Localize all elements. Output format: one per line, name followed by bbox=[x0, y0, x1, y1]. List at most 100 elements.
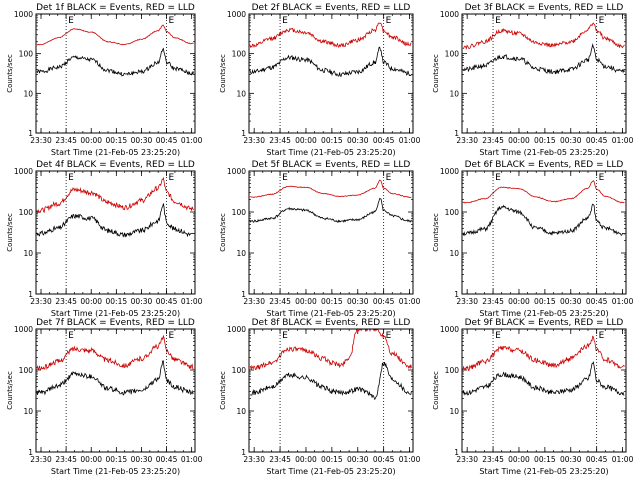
x-tick-label: 23:45 bbox=[55, 297, 77, 306]
x-tick-label: 00:30 bbox=[560, 297, 582, 306]
chart-panel-2: Det 2f BLACK = Events, RED = LLD Counts/s… bbox=[219, 3, 421, 157]
y-tick-label: 1 bbox=[28, 448, 33, 457]
chart-title: Det 9f BLACK = Events, RED = LLD bbox=[465, 318, 624, 328]
chart-title: Det 7f BLACK = Events, RED = LLD bbox=[36, 318, 195, 328]
y-tick-label: 1 bbox=[28, 129, 33, 138]
plot-frame bbox=[461, 13, 627, 134]
x-tick-label: 00:00 bbox=[80, 297, 102, 306]
lld-series-line bbox=[249, 179, 412, 199]
y-tick-label: 100 bbox=[19, 366, 34, 375]
x-tick-label: 23:30 bbox=[243, 455, 265, 464]
chart-title: Det 6f BLACK = Events, RED = LLD bbox=[465, 160, 624, 170]
x-tick-label: 00:45 bbox=[586, 297, 608, 306]
plot-frame bbox=[248, 170, 414, 295]
event-marker-label: E bbox=[169, 16, 175, 26]
y-tick-label: 1000 bbox=[227, 325, 246, 334]
x-axis-label: Start Time (21-Feb-05 23:25:20) bbox=[266, 467, 395, 476]
x-tick-label: 00:45 bbox=[156, 136, 178, 145]
x-axis-label: Start Time (21-Feb-05 23:25:20) bbox=[51, 467, 180, 476]
event-marker-label: E bbox=[68, 16, 74, 26]
chart-panel-5: Det 5f BLACK = Events, RED = LLD Counts/s… bbox=[219, 160, 421, 318]
event-marker-label: E bbox=[599, 173, 605, 183]
events-series-line bbox=[36, 47, 194, 77]
x-tick-label: 23:30 bbox=[30, 455, 52, 464]
y-tick-label: 10 bbox=[236, 407, 246, 416]
x-axis-label: Start Time (21-Feb-05 23:25:20) bbox=[51, 148, 180, 157]
plot-frame bbox=[461, 328, 627, 453]
x-tick-label: 23:30 bbox=[243, 136, 265, 145]
x-tick-label: 01:00 bbox=[612, 297, 634, 306]
x-tick-label: 23:30 bbox=[456, 297, 478, 306]
chart-panel-9: Det 9f BLACK = Events, RED = LLD Counts/s… bbox=[432, 318, 634, 476]
x-tick-label: 00:15 bbox=[534, 455, 556, 464]
plot-frame bbox=[461, 170, 627, 295]
x-tick-label: 00:45 bbox=[373, 136, 395, 145]
event-marker-label: E bbox=[169, 173, 175, 183]
x-axis-label: Start Time (21-Feb-05 23:25:20) bbox=[479, 309, 608, 318]
x-tick-label: 00:00 bbox=[295, 136, 317, 145]
y-tick-label: 1 bbox=[28, 290, 33, 299]
y-tick-label: 1 bbox=[454, 448, 459, 457]
lld-series-line bbox=[36, 24, 194, 46]
x-tick-label: 00:30 bbox=[131, 136, 153, 145]
x-tick-label: 00:45 bbox=[156, 297, 178, 306]
y-tick-label: 1 bbox=[241, 448, 246, 457]
lld-series-line bbox=[249, 22, 412, 49]
x-tick-label: 00:00 bbox=[508, 136, 530, 145]
chart-panel-7: Det 7f BLACK = Events, RED = LLD Counts/s… bbox=[6, 318, 203, 476]
y-tick-label: 1000 bbox=[440, 325, 459, 334]
x-tick-label: 00:45 bbox=[373, 297, 395, 306]
y-tick-label: 100 bbox=[232, 50, 247, 59]
event-marker-label: E bbox=[68, 331, 74, 341]
event-marker-label: E bbox=[495, 331, 501, 341]
chart-title: Det 1f BLACK = Events, RED = LLD bbox=[36, 3, 195, 13]
y-tick-label: 100 bbox=[19, 208, 34, 217]
event-marker-label: E bbox=[599, 331, 605, 341]
x-tick-label: 00:15 bbox=[534, 297, 556, 306]
y-tick-label: 100 bbox=[445, 366, 460, 375]
y-tick-label: 1000 bbox=[14, 10, 33, 19]
x-tick-label: 01:00 bbox=[181, 297, 203, 306]
lld-series-line bbox=[36, 334, 194, 371]
event-marker-label: E bbox=[495, 173, 501, 183]
lld-series-line bbox=[36, 176, 194, 215]
x-tick-label: 23:30 bbox=[30, 297, 52, 306]
x-tick-label: 23:45 bbox=[55, 136, 77, 145]
x-tick-label: 23:30 bbox=[30, 136, 52, 145]
event-marker-label: E bbox=[599, 16, 605, 26]
y-tick-label: 1000 bbox=[14, 167, 33, 176]
plot-frame bbox=[248, 328, 414, 453]
chart-panel-8: Det 8f BLACK = Events, RED = LLD Counts/s… bbox=[219, 318, 421, 476]
y-tick-label: 1 bbox=[241, 129, 246, 138]
y-tick-label: 100 bbox=[232, 208, 247, 217]
plot-frame bbox=[35, 13, 196, 134]
y-tick-label: 1000 bbox=[14, 325, 33, 334]
lld-series-line bbox=[462, 335, 625, 371]
y-tick-label: 10 bbox=[449, 249, 459, 258]
chart-title: Det 3f BLACK = Events, RED = LLD bbox=[465, 3, 624, 13]
y-axis-label: Counts/sec bbox=[219, 54, 227, 93]
x-tick-label: 00:00 bbox=[80, 136, 102, 145]
y-axis-label: Counts/sec bbox=[6, 371, 14, 410]
x-tick-label: 01:00 bbox=[399, 136, 421, 145]
y-axis-label: Counts/sec bbox=[432, 54, 440, 93]
y-tick-label: 10 bbox=[23, 89, 33, 98]
y-tick-label: 100 bbox=[19, 50, 34, 59]
y-tick-label: 10 bbox=[23, 249, 33, 258]
x-tick-label: 00:15 bbox=[106, 455, 128, 464]
x-tick-label: 00:30 bbox=[131, 297, 153, 306]
events-series-line bbox=[249, 197, 412, 224]
y-tick-label: 1 bbox=[241, 290, 246, 299]
x-axis-label: Start Time (21-Feb-05 23:25:20) bbox=[479, 467, 608, 476]
x-tick-label: 00:00 bbox=[295, 455, 317, 464]
x-tick-label: 00:00 bbox=[508, 455, 530, 464]
y-axis-label: Counts/sec bbox=[432, 371, 440, 410]
x-tick-label: 23:45 bbox=[269, 136, 291, 145]
y-tick-label: 1000 bbox=[440, 10, 459, 19]
chart-panel-6: Det 6f BLACK = Events, RED = LLD Counts/s… bbox=[432, 160, 634, 318]
x-tick-label: 00:30 bbox=[347, 136, 369, 145]
event-marker-label: E bbox=[282, 173, 288, 183]
event-marker-label: E bbox=[68, 173, 74, 183]
event-marker-label: E bbox=[386, 173, 392, 183]
